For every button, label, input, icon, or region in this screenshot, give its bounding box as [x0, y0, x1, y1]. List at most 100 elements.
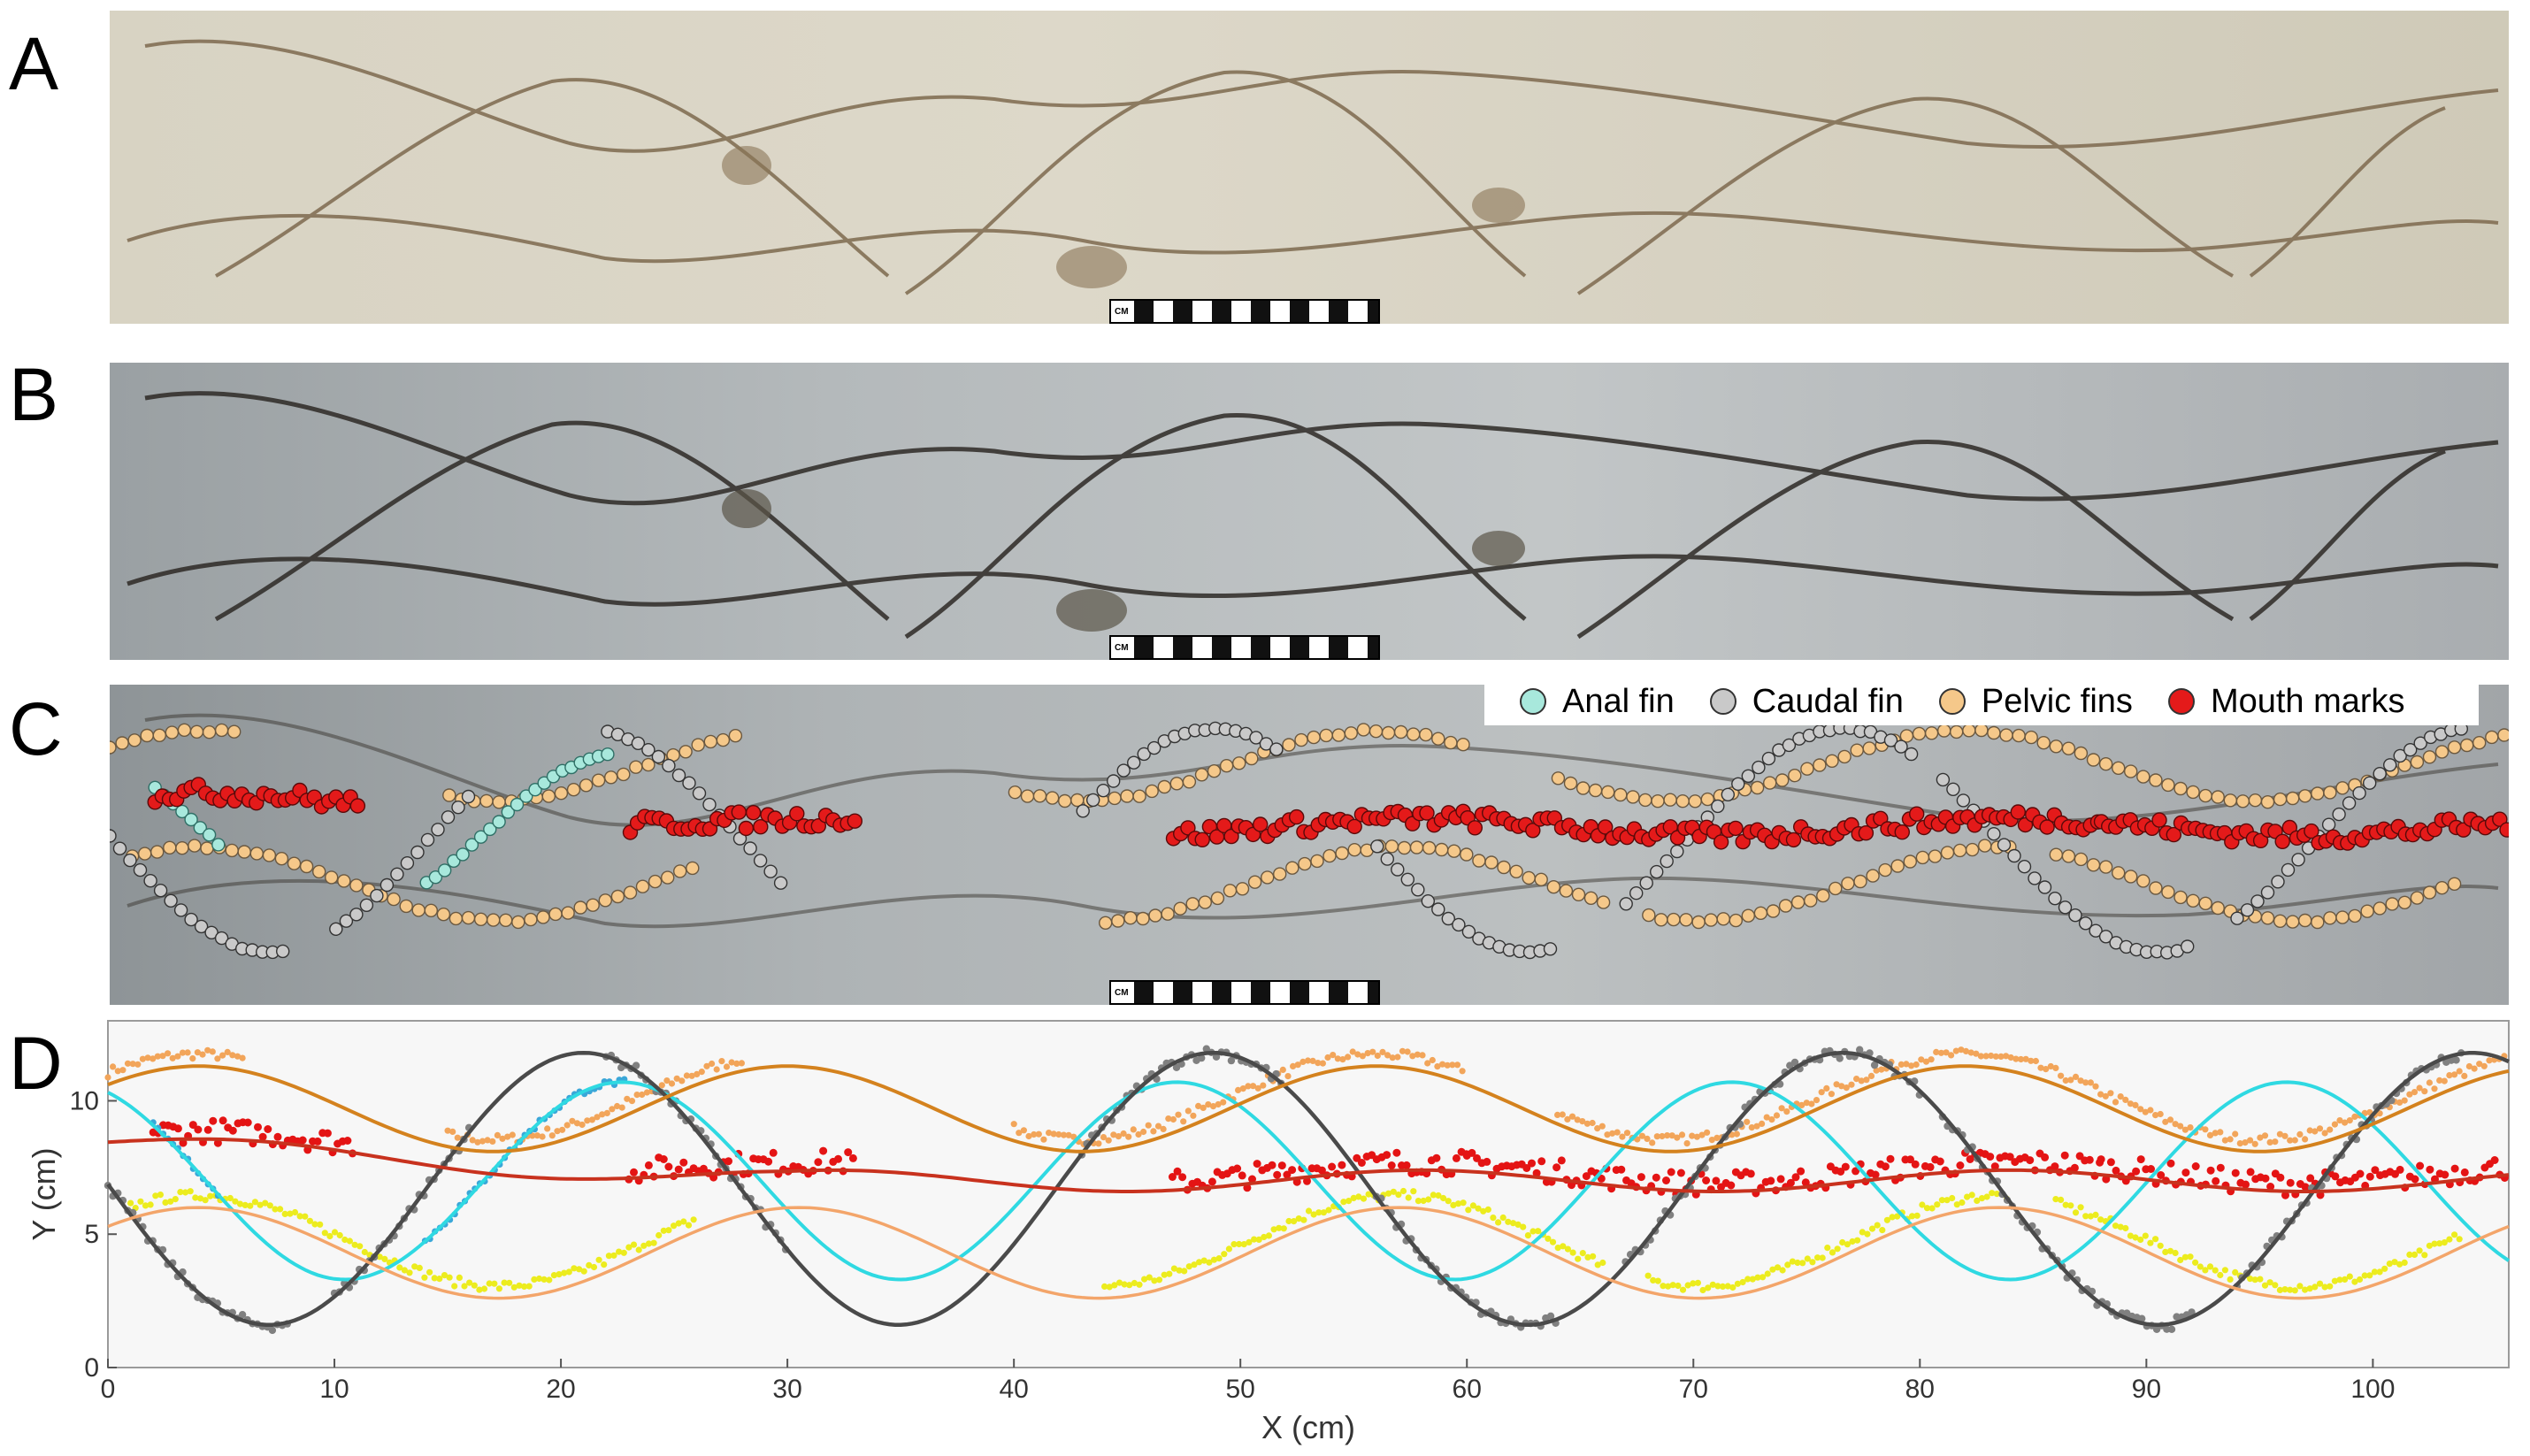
dot-pelvic-upper — [1282, 738, 1296, 752]
dot-pelvic-lower — [2348, 908, 2362, 923]
point-pelvic-upper — [1100, 1134, 1108, 1141]
dot-pelvic-lower — [1890, 859, 1905, 873]
fitted-curves — [106, 1050, 2511, 1328]
point-pelvic-lower — [2177, 1256, 2184, 1264]
point-pelvic-upper — [594, 1114, 601, 1121]
y-axis-label: Y (cm) — [26, 1147, 62, 1240]
point-pelvic-upper — [1609, 1130, 1616, 1137]
dot-pelvic-lower — [1654, 913, 1668, 927]
dot-pelvic-upper — [1962, 724, 1976, 738]
dot-pelvic-lower — [610, 889, 625, 904]
point-pelvic-lower — [1151, 1277, 1158, 1284]
point-pelvic-lower — [167, 1198, 174, 1205]
dot-pelvic-lower — [1509, 864, 1523, 879]
point-pelvic-upper — [1598, 1123, 1606, 1130]
scale-bar-a: CM — [1109, 299, 1380, 324]
dot-pelvic-lower — [1460, 847, 1474, 862]
point-pelvic-lower — [1196, 1259, 1203, 1266]
point-pelvic-lower — [1724, 1283, 1731, 1290]
dot-caudal-fin — [2240, 903, 2255, 917]
point-pelvic-upper — [2147, 1107, 2154, 1114]
point-pelvic-lower — [401, 1267, 408, 1274]
point-pelvic-lower — [2247, 1276, 2254, 1283]
point-mouth — [2051, 1162, 2059, 1171]
dot-pelvic-lower — [163, 840, 177, 855]
point-pelvic-lower — [1101, 1283, 1108, 1290]
point-pelvic-upper — [2426, 1079, 2433, 1086]
point-pelvic-lower — [2212, 1267, 2219, 1274]
point-pelvic-upper — [2446, 1072, 2453, 1079]
point-pelvic-upper — [1016, 1130, 1023, 1137]
point-mouth — [679, 1158, 688, 1167]
point-pelvic-lower — [1390, 1188, 1397, 1195]
point-pelvic-lower — [2157, 1242, 2164, 1249]
point-pelvic-lower — [1520, 1223, 1527, 1230]
point-pelvic-lower — [1690, 1280, 1697, 1287]
point-pelvic-lower — [1291, 1218, 1298, 1225]
point-pelvic-lower — [1665, 1283, 1672, 1290]
point-pelvic-lower — [1225, 1245, 1232, 1253]
point-pelvic-lower — [1285, 1217, 1292, 1225]
dot-pelvic-lower — [138, 847, 152, 861]
dot-pelvic-lower — [150, 845, 165, 859]
point-pelvic-upper — [1744, 1118, 1751, 1125]
point-pelvic-lower — [1121, 1281, 1128, 1288]
dot-caudal-fin — [2089, 923, 2103, 938]
point-pelvic-lower — [1569, 1249, 1576, 1256]
point-pelvic-upper — [1818, 1089, 1825, 1096]
point-pelvic-upper — [1245, 1083, 1252, 1090]
point-pelvic-lower — [1425, 1196, 1432, 1203]
point-pelvic-lower — [247, 1202, 254, 1209]
point-pelvic-lower — [2142, 1232, 2149, 1239]
point-pelvic-lower — [2296, 1283, 2304, 1290]
point-pelvic-upper — [1843, 1084, 1850, 1092]
point-pelvic-upper — [628, 1098, 636, 1105]
point-pelvic-upper — [2117, 1093, 2124, 1100]
point-pelvic-upper — [1345, 1054, 1352, 1061]
point-mouth — [1383, 1151, 1392, 1160]
dot-mouth-mark — [1252, 816, 1269, 832]
point-pelvic-upper — [144, 1054, 151, 1061]
point-pelvic-lower — [306, 1217, 313, 1224]
point-mouth — [2331, 1172, 2340, 1181]
dot-pelvic-upper — [1182, 775, 1197, 789]
dot-caudal-fin — [461, 789, 476, 804]
dot-pelvic-upper — [479, 793, 494, 808]
point-pelvic-lower — [1699, 1286, 1706, 1294]
point-mouth — [1317, 1166, 1326, 1175]
point-pelvic-lower — [650, 1239, 657, 1246]
point-pelvic-lower — [2117, 1223, 2124, 1230]
dot-mouth-mark — [2274, 833, 2290, 850]
dot-pelvic-upper — [2472, 735, 2487, 750]
point-pelvic-upper — [239, 1054, 246, 1061]
point-pelvic-lower — [346, 1238, 353, 1245]
dot-pelvic-upper — [127, 733, 142, 747]
point-pelvic-lower — [1181, 1268, 1188, 1275]
point-pelvic-upper — [209, 1048, 216, 1055]
point-pelvic-lower — [2441, 1239, 2448, 1246]
point-pelvic-upper — [533, 1132, 541, 1139]
point-pelvic-upper — [174, 1053, 181, 1060]
point-pelvic-upper — [1330, 1052, 1337, 1059]
point-pelvic-lower — [2356, 1276, 2364, 1284]
point-mouth — [1841, 1162, 1850, 1171]
point-caudal — [1198, 1054, 1206, 1062]
point-pelvic-upper — [713, 1066, 720, 1073]
point-mouth — [1801, 1178, 1810, 1187]
dot-pelvic-upper — [2297, 789, 2312, 803]
point-pelvic-upper — [444, 1127, 451, 1134]
dot-pelvic-lower — [188, 839, 202, 853]
dot-caudal-fin — [1752, 760, 1766, 775]
point-mouth — [218, 1116, 227, 1125]
dot-pelvic-lower — [2360, 904, 2374, 918]
point-pelvic-upper — [698, 1069, 705, 1076]
annotated-photo-c — [110, 685, 2509, 1005]
point-mouth — [1173, 1167, 1182, 1176]
point-pelvic-lower — [1355, 1193, 1362, 1200]
point-pelvic-lower — [1828, 1249, 1836, 1256]
legend-item-anal-fin: Anal fin — [1520, 683, 1675, 721]
dot-anal-fin — [202, 828, 217, 842]
point-mouth — [1712, 1176, 1721, 1185]
point-pelvic-lower — [1360, 1195, 1368, 1202]
point-pelvic-lower — [1809, 1259, 1816, 1266]
